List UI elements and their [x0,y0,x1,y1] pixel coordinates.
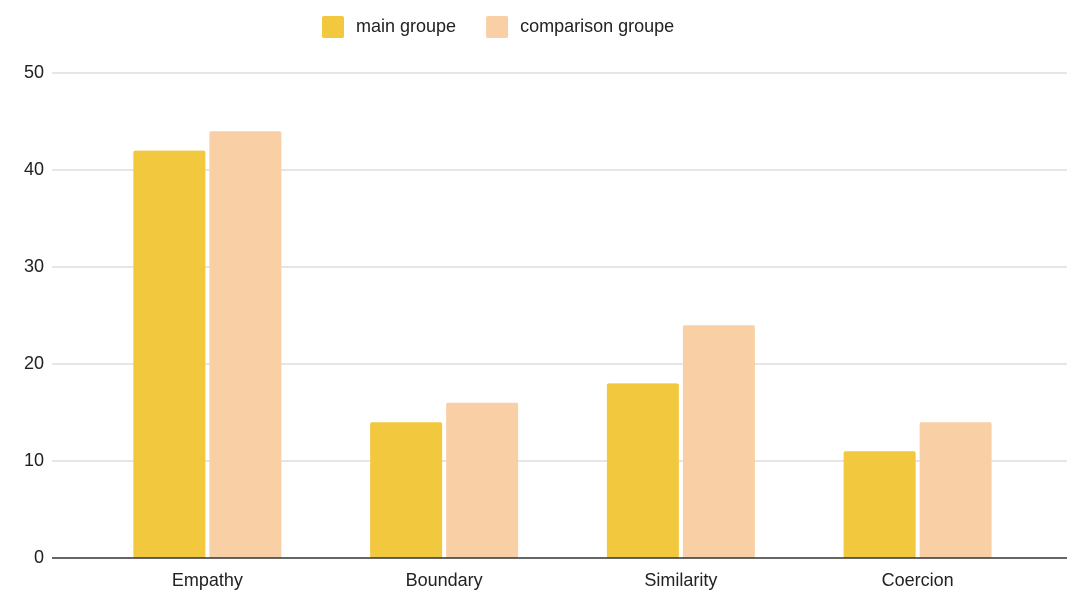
legend-swatch [322,16,344,38]
x-tick-label: Coercion [882,570,954,590]
x-tick-label: Boundary [406,570,483,590]
y-tick-label: 50 [24,62,44,82]
bar [843,451,916,558]
bar [133,150,206,558]
y-tick-label: 40 [24,159,44,179]
y-tick-label: 20 [24,353,44,373]
x-tick-label: Similarity [644,570,717,590]
legend-swatch [486,16,509,38]
legend-label: main groupe [356,16,456,36]
bar [209,131,282,558]
legend-label: comparison groupe [520,16,674,36]
y-tick-label: 30 [24,256,44,276]
x-tick-label: Empathy [172,570,243,590]
y-tick-label: 0 [34,547,44,567]
bar [606,383,679,558]
bar [370,422,443,558]
bar [919,422,992,558]
bar [682,325,755,558]
y-tick-label: 10 [24,450,44,470]
bar [446,402,519,558]
